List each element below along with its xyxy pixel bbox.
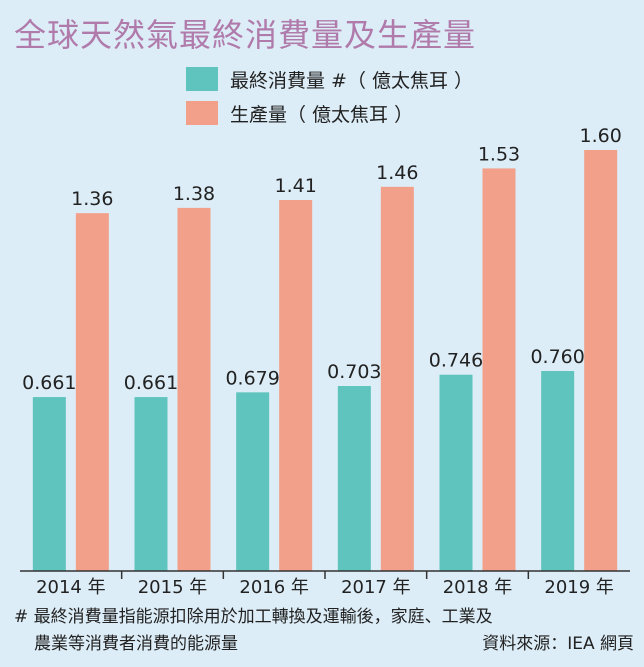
bar-chart: 0.661 1.36 2014 年 0.661 1.38 2015 年 0.679 1.41 2…: [20, 125, 630, 598]
data-label-production-3: 1.41: [275, 175, 317, 197]
x-tick-label-4: 2017 年: [341, 577, 411, 598]
x-tick-label-5: 2018 年: [443, 577, 513, 598]
bar-production-3: [279, 199, 313, 571]
legend-swatch-consumption: [186, 67, 218, 91]
data-label-production-2: 1.38: [173, 183, 215, 205]
bar-production-2: [177, 207, 211, 571]
legend-label-consumption: 最終消費量 #（ 億太焦耳 ）: [230, 69, 474, 92]
data-label-consumption-6: 0.760: [530, 346, 584, 368]
bar-consumption-5: [439, 374, 473, 571]
x-tick-label-1: 2014 年: [36, 577, 106, 598]
data-label-consumption-1: 0.661: [22, 372, 76, 394]
data-label-production-6: 1.60: [580, 125, 622, 147]
bar-consumption-1: [32, 397, 66, 571]
data-label-consumption-2: 0.661: [124, 372, 178, 394]
bar-production-4: [380, 186, 414, 571]
data-label-production-4: 1.46: [376, 162, 418, 184]
chart-title: 全球天然氣最終消費量及生產量: [14, 16, 477, 54]
footnote-line-1: # 最終消費量指能源扣除用於加工轉換及運輸後，家庭、工業及: [14, 607, 493, 627]
x-tick-label-6: 2019 年: [544, 577, 614, 598]
source-note: 資料來源：IEA 網頁: [482, 634, 634, 654]
bar-production-5: [482, 168, 516, 571]
legend-label-production: 生產量（ 億太焦耳 ）: [230, 103, 414, 126]
legend-swatch-production: [186, 101, 218, 125]
footnote: # 最終消費量指能源扣除用於加工轉換及運輸後，家庭、工業及 農業等消費者消費的能…: [14, 604, 634, 658]
footnote-line-2: 農業等消費者消費的能源量: [34, 634, 238, 654]
data-label-production-1: 1.36: [71, 188, 113, 210]
data-label-production-5: 1.53: [478, 143, 520, 165]
bar-consumption-4: [337, 386, 371, 571]
data-label-consumption-5: 0.746: [429, 350, 483, 372]
legend-item-consumption: 最終消費量 #（ 億太焦耳 ）: [186, 66, 473, 92]
x-tick-label-3: 2016 年: [239, 577, 309, 598]
bar-production-6: [584, 150, 618, 571]
bar-consumption-6: [541, 371, 575, 571]
x-tick-label-2: 2015 年: [138, 577, 208, 598]
legend-item-production: 生產量（ 億太焦耳 ）: [186, 100, 473, 126]
legend: 最終消費量 #（ 億太焦耳 ） 生產量（ 億太焦耳 ）: [186, 66, 473, 134]
data-label-consumption-3: 0.679: [225, 367, 279, 389]
bar-consumption-2: [134, 397, 168, 571]
bar-production-1: [75, 213, 109, 571]
bar-consumption-3: [236, 392, 270, 571]
data-label-consumption-4: 0.703: [327, 361, 381, 383]
